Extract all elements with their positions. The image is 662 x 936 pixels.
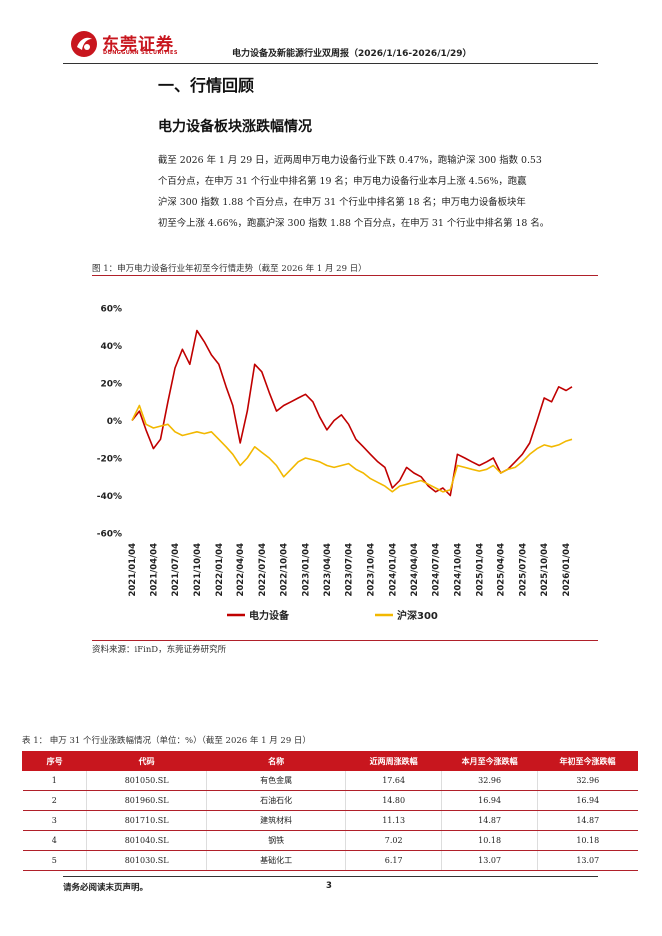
series-line-csi300 xyxy=(131,404,573,493)
figure-bottom-rule xyxy=(92,640,598,641)
x-tick-label: 2021/07/04 xyxy=(171,543,181,597)
legend-label: 沪深300 xyxy=(397,609,438,622)
cell-name: 建筑材料 xyxy=(206,810,346,831)
cell-code: 801960.SL xyxy=(86,790,207,811)
x-tick-label: 2026/01/04 xyxy=(562,543,572,597)
section-subtitle: 电力设备板块涨跌幅情况 xyxy=(158,119,312,135)
cell-code: 801030.SL xyxy=(86,850,207,871)
legend-label: 电力设备 xyxy=(249,609,290,622)
logo-english-text: DONGGUAN SECURITIES xyxy=(103,50,178,56)
cell-mtd: 16.94 xyxy=(441,790,538,811)
cell-two-week: 7.02 xyxy=(345,830,442,851)
page-number: 3 xyxy=(326,881,332,891)
industry-performance-table: 序号 代码 名称 近两周涨跌幅 本月至今涨跌幅 年初至今涨跌幅 1 801050… xyxy=(21,751,638,871)
cell-name: 基础化工 xyxy=(206,850,346,871)
col-header-code: 代码 xyxy=(86,751,208,771)
cell-mtd: 10.18 xyxy=(441,830,538,851)
line-chart: 60% 40% 20% 0% -20% -40% -60% 2021/01/04 2021/04… xyxy=(97,305,573,622)
cell-ytd: 10.18 xyxy=(537,830,638,851)
x-tick-label: 2023/01/04 xyxy=(302,543,312,597)
summary-paragraph: 截至 2026 年 1 月 29 日，近两周申万电力设备行业下跌 0.47%，跑… xyxy=(158,150,598,234)
x-tick-label: 2023/07/04 xyxy=(345,543,355,597)
footer-divider xyxy=(63,876,598,877)
x-tick-label: 2021/10/04 xyxy=(193,543,203,597)
cell-code: 801040.SL xyxy=(86,830,207,851)
cell-mtd: 14.87 xyxy=(441,810,538,831)
col-header-ytd: 年初至今涨跌幅 xyxy=(537,751,638,771)
table-row: 3 801710.SL 建筑材料 11.13 14.87 14.87 xyxy=(22,810,638,831)
table-caption: 表 1： 申万 31 个行业涨跌幅情况（单位：%）（截至 2026 年 1 月 … xyxy=(22,736,311,746)
paragraph-line: 沪深 300 指数 1.88 个百分点，在申万 31 个行业中排名第 18 名；… xyxy=(158,197,526,208)
x-tick-label: 2025/01/04 xyxy=(475,543,485,597)
cell-name: 钢铁 xyxy=(206,830,346,851)
cell-ytd: 16.94 xyxy=(537,790,638,811)
table-header-row: 序号 代码 名称 近两周涨跌幅 本月至今涨跌幅 年初至今涨跌幅 xyxy=(21,751,638,771)
paragraph-line: 个百分点，在申万 31 个行业中排名第 19 名；申万电力设备行业本月上涨 4.… xyxy=(158,176,527,187)
x-tick-label: 2022/01/04 xyxy=(215,543,225,597)
logo-mark-icon xyxy=(71,31,97,57)
cell-ytd: 13.07 xyxy=(537,850,638,871)
cell-two-week: 6.17 xyxy=(345,850,442,871)
x-tick-label: 2024/07/04 xyxy=(432,543,442,597)
header-divider xyxy=(63,63,598,64)
figure-caption: 图 1：申万电力设备行业年初至今行情走势（截至 2026 年 1 月 29 日） xyxy=(92,264,367,274)
cell-index: 1 xyxy=(22,770,87,791)
x-tick-label: 2023/10/04 xyxy=(366,543,376,597)
x-tick-label: 2022/10/04 xyxy=(280,543,290,597)
x-tick-label: 2021/04/04 xyxy=(149,543,159,597)
y-tick-label: 20% xyxy=(100,380,122,390)
figure-source: 资料来源：iFinD，东莞证券研究所 xyxy=(92,645,227,655)
y-tick-label: 60% xyxy=(100,305,122,315)
table-row: 1 801050.SL 有色金属 17.64 32.96 32.96 xyxy=(22,770,638,791)
y-tick-label: -20% xyxy=(97,455,122,465)
y-tick-label: -40% xyxy=(97,492,122,502)
cell-index: 2 xyxy=(22,790,87,811)
x-tick-label: 2024/01/04 xyxy=(388,543,398,597)
cell-two-week: 17.64 xyxy=(345,770,442,791)
col-header-index: 序号 xyxy=(21,751,88,771)
company-logo: 东莞证券 DONGGUAN SECURITIES xyxy=(70,28,190,62)
cell-index: 5 xyxy=(22,850,87,871)
table-row: 5 801030.SL 基础化工 6.17 13.07 13.07 xyxy=(22,850,638,871)
x-tick-label: 2024/04/04 xyxy=(410,543,420,597)
cell-index: 3 xyxy=(22,810,87,831)
footer-disclaimer: 请务必阅读末页声明。 xyxy=(63,883,149,893)
x-tick-label: 2025/04/04 xyxy=(497,543,507,597)
cell-mtd: 13.07 xyxy=(441,850,538,871)
cell-name: 有色金属 xyxy=(206,770,346,791)
x-tick-label: 2023/04/04 xyxy=(323,543,333,597)
y-tick-label: 40% xyxy=(100,342,122,352)
cell-name: 石油石化 xyxy=(206,790,346,811)
cell-code: 801710.SL xyxy=(86,810,207,831)
col-header-mtd: 本月至今涨跌幅 xyxy=(441,751,539,771)
logo-text: 东莞证券 xyxy=(102,35,174,55)
cell-code: 801050.SL xyxy=(86,770,207,791)
cell-two-week: 11.13 xyxy=(345,810,442,831)
col-header-two-week: 近两周涨跌幅 xyxy=(345,751,443,771)
x-tick-label: 2021/01/04 xyxy=(128,543,138,597)
cell-mtd: 32.96 xyxy=(441,770,538,791)
y-tick-label: -60% xyxy=(97,530,122,540)
cell-two-week: 14.80 xyxy=(345,790,442,811)
col-header-name: 名称 xyxy=(206,751,347,771)
table-row: 4 801040.SL 钢铁 7.02 10.18 10.18 xyxy=(22,830,638,851)
cell-index: 4 xyxy=(22,830,87,851)
x-tick-label: 2025/10/04 xyxy=(540,543,550,597)
x-tick-label: 2022/04/04 xyxy=(236,543,246,597)
section-title: 一、行情回顾 xyxy=(158,76,255,95)
x-tick-label: 2024/10/04 xyxy=(453,543,463,597)
paragraph-line: 初至今上涨 4.66%，跑赢沪深 300 指数 1.88 个百分点，在申万 31… xyxy=(158,218,550,229)
cell-ytd: 32.96 xyxy=(537,770,638,791)
report-header-title: 电力设备及新能源行业双周报（2026/1/16-2026/1/29） xyxy=(232,49,472,59)
y-tick-label: 0% xyxy=(107,417,122,427)
series-line-power xyxy=(131,329,573,497)
x-tick-label: 2022/07/04 xyxy=(258,543,268,597)
x-tick-label: 2025/07/04 xyxy=(518,543,528,597)
table-row: 2 801960.SL 石油石化 14.80 16.94 16.94 xyxy=(22,790,638,811)
cell-ytd: 14.87 xyxy=(537,810,638,831)
paragraph-line: 截至 2026 年 1 月 29 日，近两周申万电力设备行业下跌 0.47%，跑… xyxy=(158,155,542,166)
performance-chart: 60% 40% 20% 0% -20% -40% -60% 2021/01/04 2021/04… xyxy=(92,278,598,638)
figure-top-rule xyxy=(92,275,598,276)
